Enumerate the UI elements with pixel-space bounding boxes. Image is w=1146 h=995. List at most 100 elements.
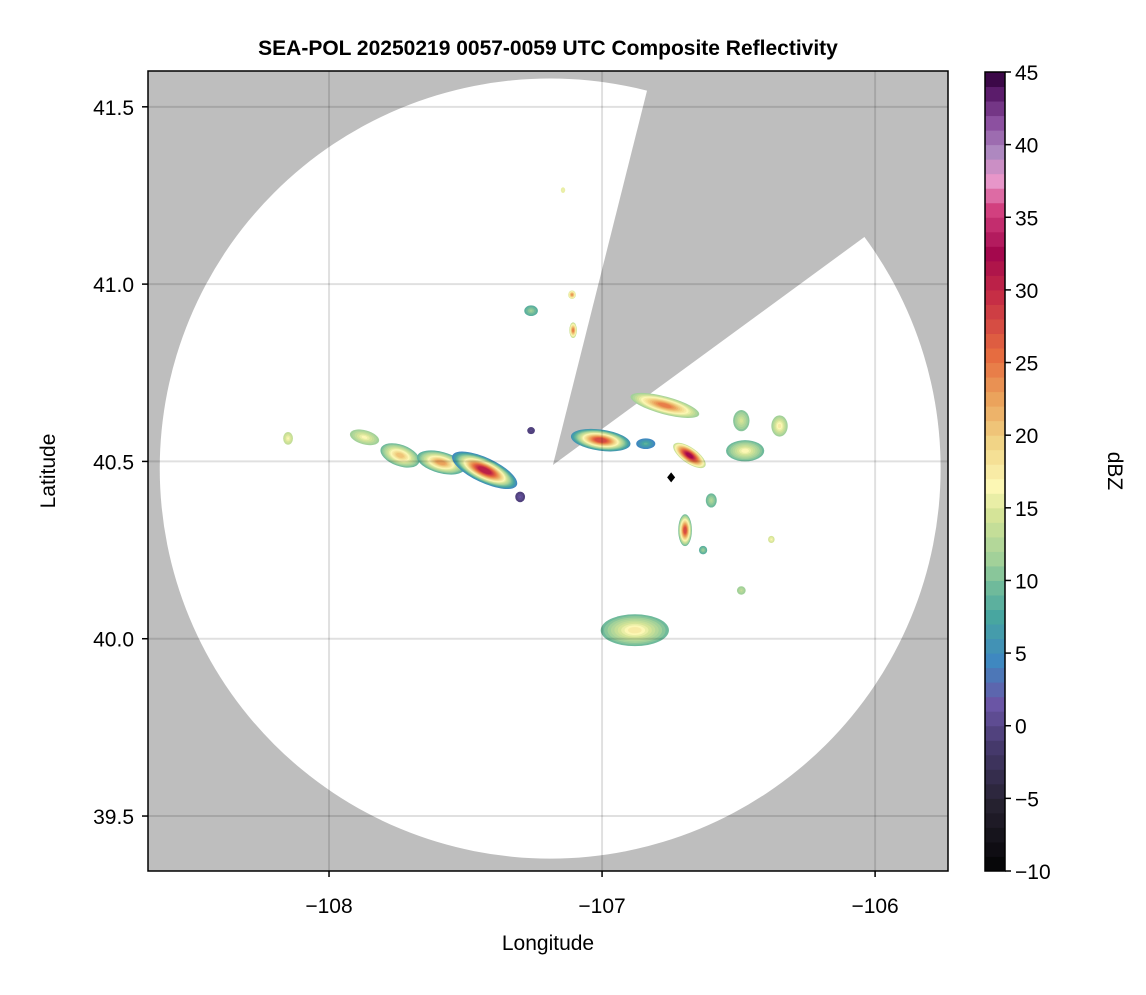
echo-level	[562, 189, 564, 191]
colorbar-band	[985, 638, 1005, 654]
colorbar-band	[985, 769, 1005, 785]
plot-area	[148, 71, 948, 871]
colorbar-band	[985, 217, 1005, 233]
echo-cell	[527, 427, 535, 435]
colorbar-band	[985, 246, 1005, 262]
colorbar-band	[985, 435, 1005, 451]
echo-cell	[560, 187, 566, 193]
echo-level	[361, 435, 368, 439]
radar-marker	[667, 472, 676, 483]
y-tick-label: 41.5	[93, 97, 134, 120]
colorbar-band	[985, 580, 1005, 596]
echo-cell	[636, 438, 656, 450]
colorbar-band	[985, 188, 1005, 204]
colorbar-band	[985, 740, 1005, 756]
echo-cell	[600, 614, 669, 647]
x-tick-label: −106	[851, 895, 898, 918]
echo-level	[436, 460, 446, 465]
colorbar-band	[985, 86, 1005, 102]
colorbar-tick-label: 30	[1015, 280, 1038, 303]
echo-level	[702, 549, 704, 551]
y-tick-label: 40.0	[93, 629, 134, 652]
echo-cell	[678, 514, 692, 547]
echo-cell	[698, 545, 708, 555]
colorbar-tick-label: 35	[1015, 207, 1038, 230]
colorbar-band	[985, 478, 1005, 494]
colorbar-band	[985, 348, 1005, 364]
colorbar-band	[985, 130, 1005, 146]
colorbar-tick-label: −5	[1015, 788, 1039, 811]
echo-cell	[524, 305, 538, 317]
colorbar-band	[985, 522, 1005, 538]
echo-level	[683, 527, 687, 534]
colorbar-band	[985, 624, 1005, 640]
echo-level	[529, 309, 533, 312]
colorbar-band	[985, 144, 1005, 160]
echo-level	[628, 627, 642, 634]
echo-cell	[570, 428, 631, 452]
y-axis-label: Latitude	[37, 434, 60, 509]
colorbar-tick-label: 5	[1015, 643, 1027, 666]
colorbar-band	[985, 536, 1005, 552]
colorbar-band	[985, 827, 1005, 843]
echo-level	[710, 499, 713, 502]
echo-level	[657, 402, 672, 408]
colorbar-band	[985, 856, 1005, 872]
colorbar-tick-label: 20	[1015, 425, 1038, 448]
grid	[148, 71, 948, 871]
echo-cell	[736, 586, 746, 595]
chart-title: SEA-POL 20250219 0057-0059 UTC Composite…	[258, 37, 838, 60]
x-tick-label: −107	[578, 895, 625, 918]
echo-cell	[452, 451, 518, 490]
echo-cell	[771, 415, 788, 437]
colorbar-band	[985, 449, 1005, 465]
colorbar-band	[985, 798, 1005, 814]
colorbar-band	[985, 464, 1005, 480]
colorbar-tick-label: −10	[1015, 861, 1051, 884]
echo-level	[740, 589, 743, 592]
colorbar-tick-label: 40	[1015, 135, 1038, 158]
y-axis: 39.5 40.0 40.5 41.0 41.5	[93, 97, 148, 829]
echo-cell	[283, 431, 293, 445]
colorbar-band	[985, 507, 1005, 523]
echo-cell	[569, 322, 577, 339]
colorbar: −10 −5 0 5 10 15 20 25 30 35 40 45	[984, 62, 1051, 884]
colorbar-band	[985, 551, 1005, 567]
echo-cell	[515, 491, 526, 503]
echo-cell	[726, 440, 765, 462]
colorbar-band	[985, 101, 1005, 117]
colorbar-frame	[984, 71, 1006, 872]
echo-level	[572, 328, 574, 332]
colorbar-band	[985, 783, 1005, 799]
echo-level	[777, 423, 782, 429]
y-tick-label: 40.5	[93, 451, 134, 474]
x-axis: −108 −107 −106	[305, 871, 899, 918]
colorbar-band	[985, 289, 1005, 305]
y-tick-label: 39.5	[93, 806, 134, 829]
colorbar-band	[985, 725, 1005, 741]
x-tick-label: −108	[305, 895, 352, 918]
colorbar-band	[985, 711, 1005, 727]
x-axis-label: Longitude	[502, 932, 594, 955]
echo-level	[519, 495, 522, 498]
colorbar-tick-label: 25	[1015, 353, 1038, 376]
colorbar-band	[985, 594, 1005, 611]
echo-level	[530, 429, 532, 432]
colorbar-band	[985, 420, 1005, 436]
echo-level	[594, 437, 607, 443]
colorbar-band	[985, 362, 1005, 378]
colorbar-band	[985, 406, 1005, 422]
colorbar-band	[985, 377, 1005, 393]
colorbar-band	[985, 159, 1005, 175]
echo-cell	[705, 493, 717, 508]
echo-level	[478, 466, 492, 475]
echo-level	[741, 448, 749, 453]
colorbar-band	[985, 493, 1005, 509]
colorbar-band	[985, 812, 1005, 828]
colorbar-band	[985, 667, 1005, 683]
echo-level	[686, 452, 693, 458]
colorbar-tick-label: 0	[1015, 716, 1027, 739]
colorbar-label: dBZ	[1103, 452, 1126, 491]
colorbar-band	[985, 653, 1005, 669]
